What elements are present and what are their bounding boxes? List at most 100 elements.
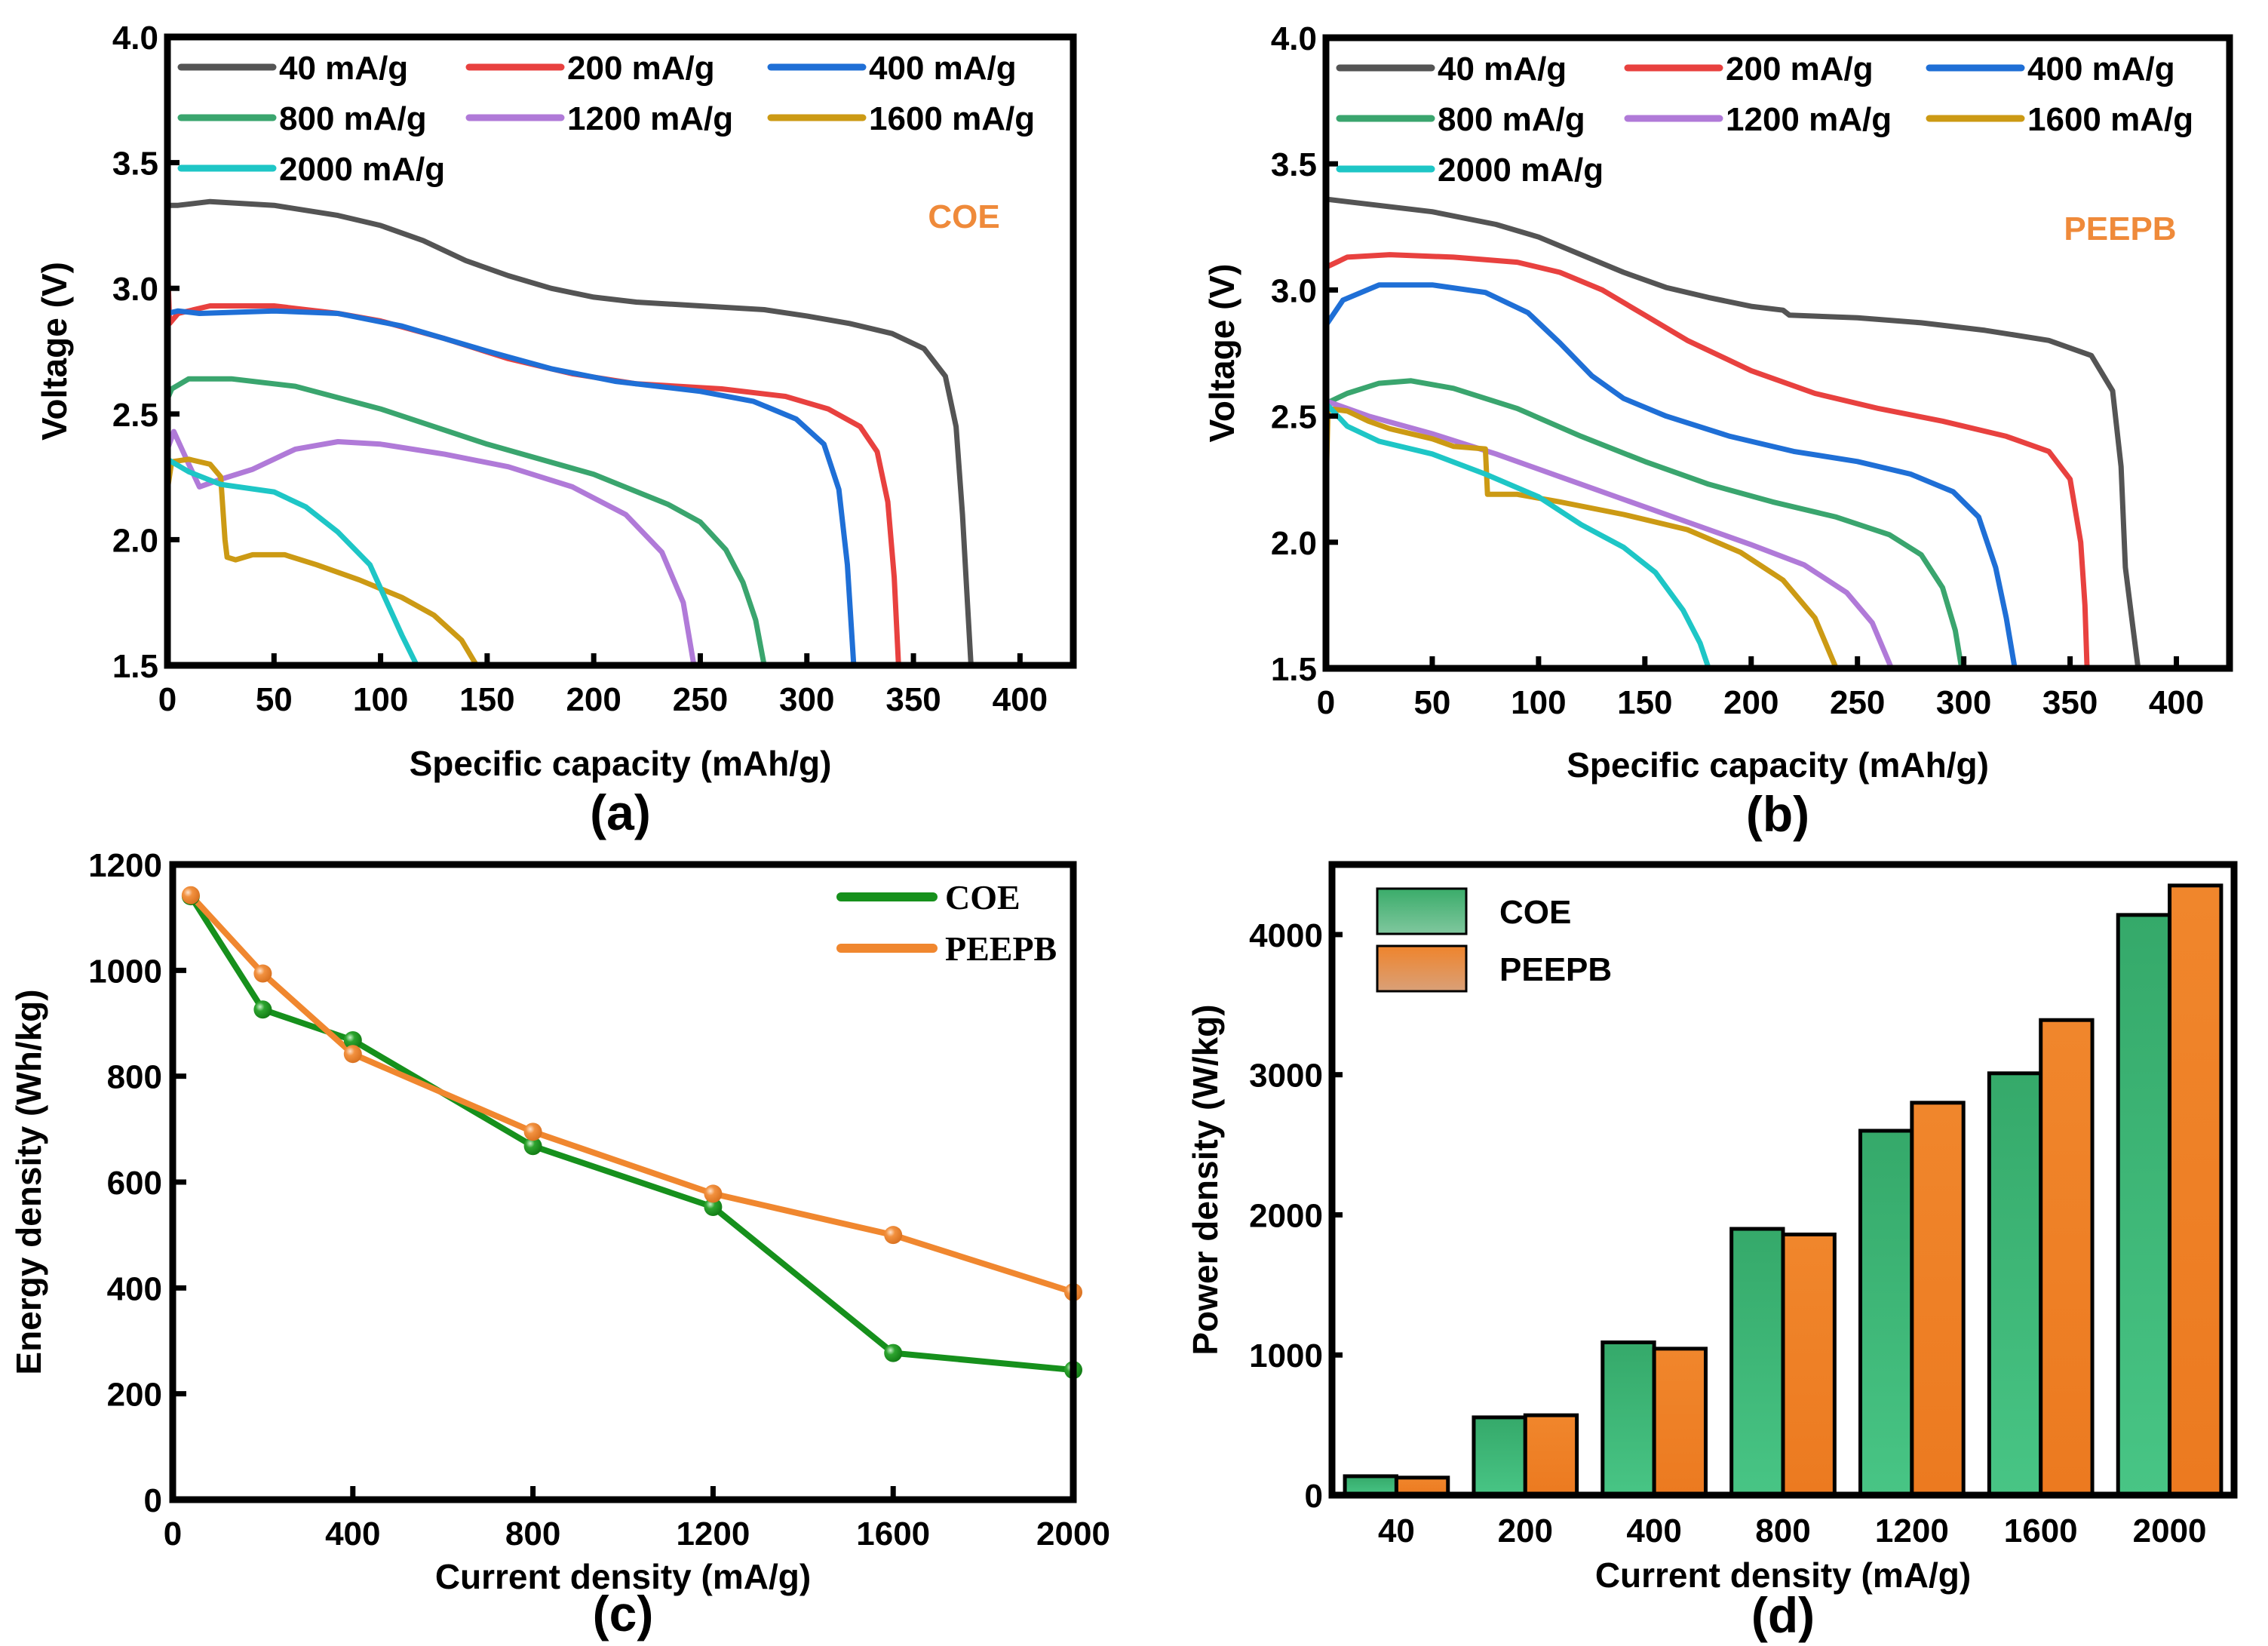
x-tick-label: 0 (164, 1515, 182, 1552)
bar-coe (1600, 1340, 1656, 1497)
data-point-peepb (523, 1122, 542, 1141)
y-tick-label: 1000 (88, 953, 162, 990)
series-line-800-ma-g (1326, 378, 1965, 668)
legend-label: 2000 mA/g (1438, 152, 1604, 189)
legend-label: COE (1499, 894, 1571, 931)
legend-label: 40 mA/g (1438, 51, 1567, 88)
x-tick-label: 150 (1617, 684, 1672, 721)
x-tick-label: 200 (1723, 684, 1778, 721)
y-tick-label: 2.5 (112, 397, 158, 434)
y-axis-title-a: Voltage (V) (35, 262, 74, 441)
series-line-1200-ma-g (1326, 398, 1895, 668)
y-tick-label: 400 (107, 1270, 162, 1307)
bar-coe (1858, 1129, 1914, 1497)
legend-item: 40 mA/g (177, 50, 408, 87)
legend-item: 1200 mA/g (465, 100, 733, 137)
x-tick-label: 0 (1317, 684, 1335, 721)
y-axis-title-c: Energy density (Wh/kg) (9, 989, 48, 1374)
legend-item: 800 mA/g (177, 100, 427, 137)
x-tick-label: 250 (1830, 684, 1885, 721)
electrolyte-annotation: PEEPB (2064, 210, 2176, 247)
data-point-peepb (704, 1184, 723, 1203)
data-point-coe (704, 1197, 723, 1216)
y-tick-label: 3.0 (1271, 272, 1317, 309)
data-point-peepb (181, 886, 200, 904)
panel-a-voltage-chart: 0 50 100 150 200 250 300 350 400 1.5 2.0 2.5 3.0 3.5 4… (35, 20, 1077, 840)
panel-c-energy-density-chart: 0 400 800 1200 1600 2000 0 200 400 600 800 1000 1200… (9, 847, 1110, 1641)
y-tick-label: 4.0 (1271, 20, 1317, 57)
series-line-coe (188, 894, 1074, 1374)
series-line-peepb (188, 892, 1075, 1295)
legend-label: 800 mA/g (279, 100, 427, 137)
x-tick-label: 150 (459, 681, 514, 718)
bar-peepb (2168, 883, 2223, 1497)
electrolyte-annotation: COE (928, 198, 999, 235)
series-line-1600-ma-g (167, 456, 480, 665)
bar-peepb (1652, 1347, 1708, 1497)
panel-label-b: (b) (1746, 786, 1809, 842)
legend-item: COE (1376, 887, 1571, 935)
legend-swatch (1376, 944, 1468, 993)
x-tick-label: 0 (158, 681, 176, 718)
legend-label: 400 mA/g (2027, 51, 2175, 88)
x-axis-title-a: Specific capacity (mAh/g) (410, 744, 832, 783)
series-line-40-ma-g (1326, 196, 2141, 668)
plot-frame-b (1322, 34, 2233, 672)
legend-item: PEEPB (1376, 944, 1612, 993)
legend-item: 200 mA/g (465, 50, 715, 87)
series-line-40-ma-g (167, 198, 974, 665)
y-tick-label: 1.5 (112, 648, 158, 685)
series-line-1600-ma-g (1326, 406, 1839, 668)
legend-item: 40 mA/g (1336, 51, 1567, 88)
panel-label-a: (a) (590, 785, 651, 840)
bar-coe (1472, 1415, 1527, 1497)
y-tick-label: 3000 (1249, 1058, 1323, 1095)
x-tick-label: 2000 (1036, 1515, 1110, 1552)
x-tick-label: 250 (673, 681, 728, 718)
data-point-coe (343, 1030, 362, 1049)
legend-label: 40 mA/g (279, 50, 408, 87)
legend-item: 800 mA/g (1336, 101, 1585, 138)
bar-coe (1729, 1227, 1785, 1497)
x-tick-label: 200 (1498, 1512, 1553, 1549)
y-tick-label: 0 (144, 1482, 162, 1519)
data-point-peepb (253, 964, 272, 983)
x-tick-label: 50 (1413, 684, 1450, 721)
data-point-peepb (884, 1226, 903, 1245)
legend-item: PEEPB (836, 929, 1057, 968)
legend-label: 800 mA/g (1438, 101, 1585, 138)
legend-label: 200 mA/g (567, 50, 715, 87)
legend-item: 200 mA/g (1624, 51, 1874, 88)
x-axis-title-b: Specific capacity (mAh/g) (1567, 745, 1989, 785)
legend-item: 400 mA/g (767, 50, 1017, 87)
plot-frame-c (169, 861, 1077, 1503)
legend-item: 2000 mA/g (177, 151, 445, 188)
series-line-2000-ma-g (1326, 401, 1711, 668)
data-point-peepb (343, 1045, 362, 1064)
bar-coe (1987, 1071, 2043, 1497)
y-tick-label: 0 (1305, 1478, 1323, 1515)
legend-label: 1600 mA/g (2027, 101, 2193, 138)
bar-peepb (1781, 1232, 1837, 1497)
bar-peepb (1523, 1413, 1579, 1497)
series-line-2000-ma-g (167, 456, 420, 665)
panel-d-power-density-chart: 40 200 400 800 1200 1600 2000 0 1000 2000 3000 4000… (1186, 861, 2238, 1643)
x-tick-label: 350 (2042, 684, 2098, 721)
legend-label: PEEPB (945, 929, 1057, 968)
x-tick-label: 300 (779, 681, 834, 718)
legend-item: 1600 mA/g (767, 100, 1035, 137)
y-tick-label: 3.0 (112, 271, 158, 308)
x-tick-label: 400 (325, 1515, 380, 1552)
legend-item: 1200 mA/g (1624, 101, 1892, 138)
legend-label: COE (945, 878, 1020, 917)
x-tick-label: 100 (1511, 684, 1566, 721)
x-tick-label: 350 (885, 681, 941, 718)
legend-swatch (1376, 887, 1468, 935)
y-tick-label: 600 (107, 1165, 162, 1202)
legend-label: 400 mA/g (869, 50, 1017, 87)
legend-item: 1600 mA/g (1926, 101, 2193, 138)
plot-frame-a (164, 33, 1077, 669)
panel-label-c: (c) (593, 1586, 654, 1641)
series-line-1200-ma-g (167, 428, 697, 665)
legend-item: 2000 mA/g (1336, 152, 1604, 189)
